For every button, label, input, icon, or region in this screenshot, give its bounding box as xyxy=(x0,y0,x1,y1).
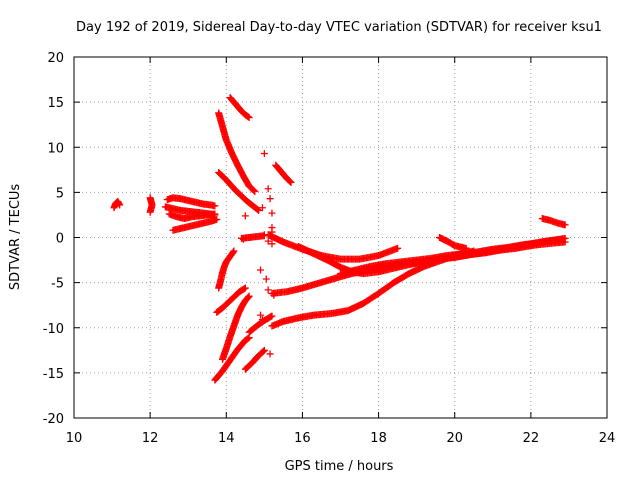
y-axis-label: SDTVAR / TECUs xyxy=(8,184,23,291)
data-point xyxy=(264,185,272,193)
data-point xyxy=(561,221,569,229)
data-point xyxy=(268,209,276,217)
data-point xyxy=(260,150,268,158)
y-tick-label: -5 xyxy=(51,277,64,292)
data-point xyxy=(266,195,274,203)
data-point xyxy=(239,235,247,243)
y-tick-label: 10 xyxy=(47,141,64,156)
x-tick-labels: 10 12 14 16 18 20 22 24 xyxy=(66,431,616,446)
y-tick-label: 20 xyxy=(47,51,64,66)
y-tick-label: 15 xyxy=(47,96,64,111)
data-point xyxy=(259,347,267,355)
data-point xyxy=(260,231,268,239)
data-point xyxy=(244,334,252,342)
data-point xyxy=(257,311,265,319)
x-tick-label: 16 xyxy=(294,431,311,446)
data-point xyxy=(241,212,249,220)
data-point xyxy=(250,187,258,195)
data-point xyxy=(241,284,249,292)
data-point xyxy=(462,244,470,252)
data-point xyxy=(268,312,276,320)
data-point xyxy=(244,113,252,121)
data-point xyxy=(266,350,274,358)
x-tick-label: 12 xyxy=(142,431,159,446)
y-tick-label: 5 xyxy=(56,186,64,201)
data-point xyxy=(258,204,266,212)
data-point xyxy=(244,293,252,301)
data-point xyxy=(213,215,221,223)
data-point xyxy=(286,178,294,186)
data-point xyxy=(260,346,268,354)
y-tick-label: -10 xyxy=(43,322,64,337)
data-point xyxy=(245,292,253,300)
y-tick-label: -15 xyxy=(43,367,64,382)
chart-title: Day 192 of 2019, Sidereal Day-to-day VTE… xyxy=(76,20,602,35)
data-point xyxy=(262,275,270,283)
data-point xyxy=(255,206,263,214)
data-point xyxy=(268,240,276,248)
data-point xyxy=(287,178,295,186)
data-point xyxy=(264,286,272,294)
data-point xyxy=(258,316,266,324)
data-point xyxy=(561,234,569,242)
grid xyxy=(74,57,607,418)
data-points xyxy=(110,94,569,384)
data-point xyxy=(264,237,272,245)
data-point xyxy=(245,113,253,121)
data-point xyxy=(251,187,259,195)
data-point xyxy=(229,248,237,256)
data-point xyxy=(268,228,276,236)
x-tick-label: 24 xyxy=(599,431,616,446)
y-tick-label: -20 xyxy=(43,412,64,427)
data-point xyxy=(394,244,402,252)
x-tick-label: 14 xyxy=(218,431,235,446)
x-tick-label: 18 xyxy=(370,431,387,446)
data-point xyxy=(230,247,238,255)
tick-marks xyxy=(73,56,608,419)
data-point xyxy=(240,285,248,293)
data-point xyxy=(270,291,278,299)
data-point xyxy=(257,266,265,274)
x-tick-label: 22 xyxy=(523,431,540,446)
y-tick-labels: -20 -15 -10 -5 0 5 10 15 20 xyxy=(43,51,64,427)
x-axis-label: GPS time / hours xyxy=(285,459,394,474)
data-point xyxy=(116,201,124,209)
x-tick-label: 20 xyxy=(446,431,463,446)
data-point xyxy=(211,210,219,218)
data-point xyxy=(254,206,262,214)
plot-frame xyxy=(73,56,608,419)
data-point xyxy=(146,194,154,202)
y-tick-label: 0 xyxy=(56,232,64,247)
data-point xyxy=(211,202,219,210)
x-tick-label: 10 xyxy=(66,431,83,446)
